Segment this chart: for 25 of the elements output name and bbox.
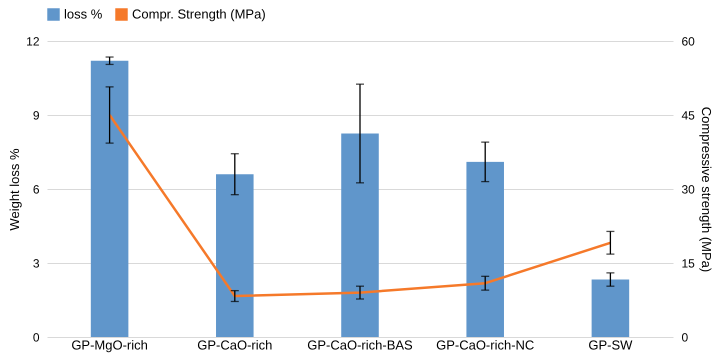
x-tick-label: GP-CaO-rich-NC — [436, 338, 534, 352]
bar — [216, 174, 254, 337]
y-tick-label: 9 — [32, 108, 40, 122]
legend-label: Compr. Strength (MPa) — [132, 6, 266, 22]
y2-tick-label: 30 — [682, 182, 696, 196]
legend-label: loss % — [64, 6, 103, 22]
x-tick-label: GP-CaO-rich — [197, 338, 272, 352]
x-tick-label: GP-SW — [588, 338, 634, 352]
bar — [592, 280, 630, 337]
x-tick-label: GP-CaO-rich-BAS — [307, 338, 414, 352]
bar — [466, 162, 504, 337]
y2-axis-title: Compressive strength (MPa) — [698, 106, 714, 272]
y2-tick-label: 15 — [682, 256, 696, 270]
y2-tick-label: 45 — [682, 108, 696, 122]
y-tick-label: 6 — [32, 182, 40, 196]
bar — [90, 60, 128, 337]
y-tick-label: 0 — [32, 330, 40, 344]
line-series — [108, 114, 612, 298]
y2-tick-label: 0 — [682, 330, 688, 344]
y-tick-label: 12 — [26, 34, 40, 48]
y-tick-label: 3 — [32, 256, 40, 270]
y2-tick-label: 60 — [682, 34, 696, 48]
x-tick-label: GP-MgO-rich — [71, 338, 148, 352]
bar — [341, 134, 379, 337]
y-axis-title: Weight loss % — [7, 148, 22, 231]
